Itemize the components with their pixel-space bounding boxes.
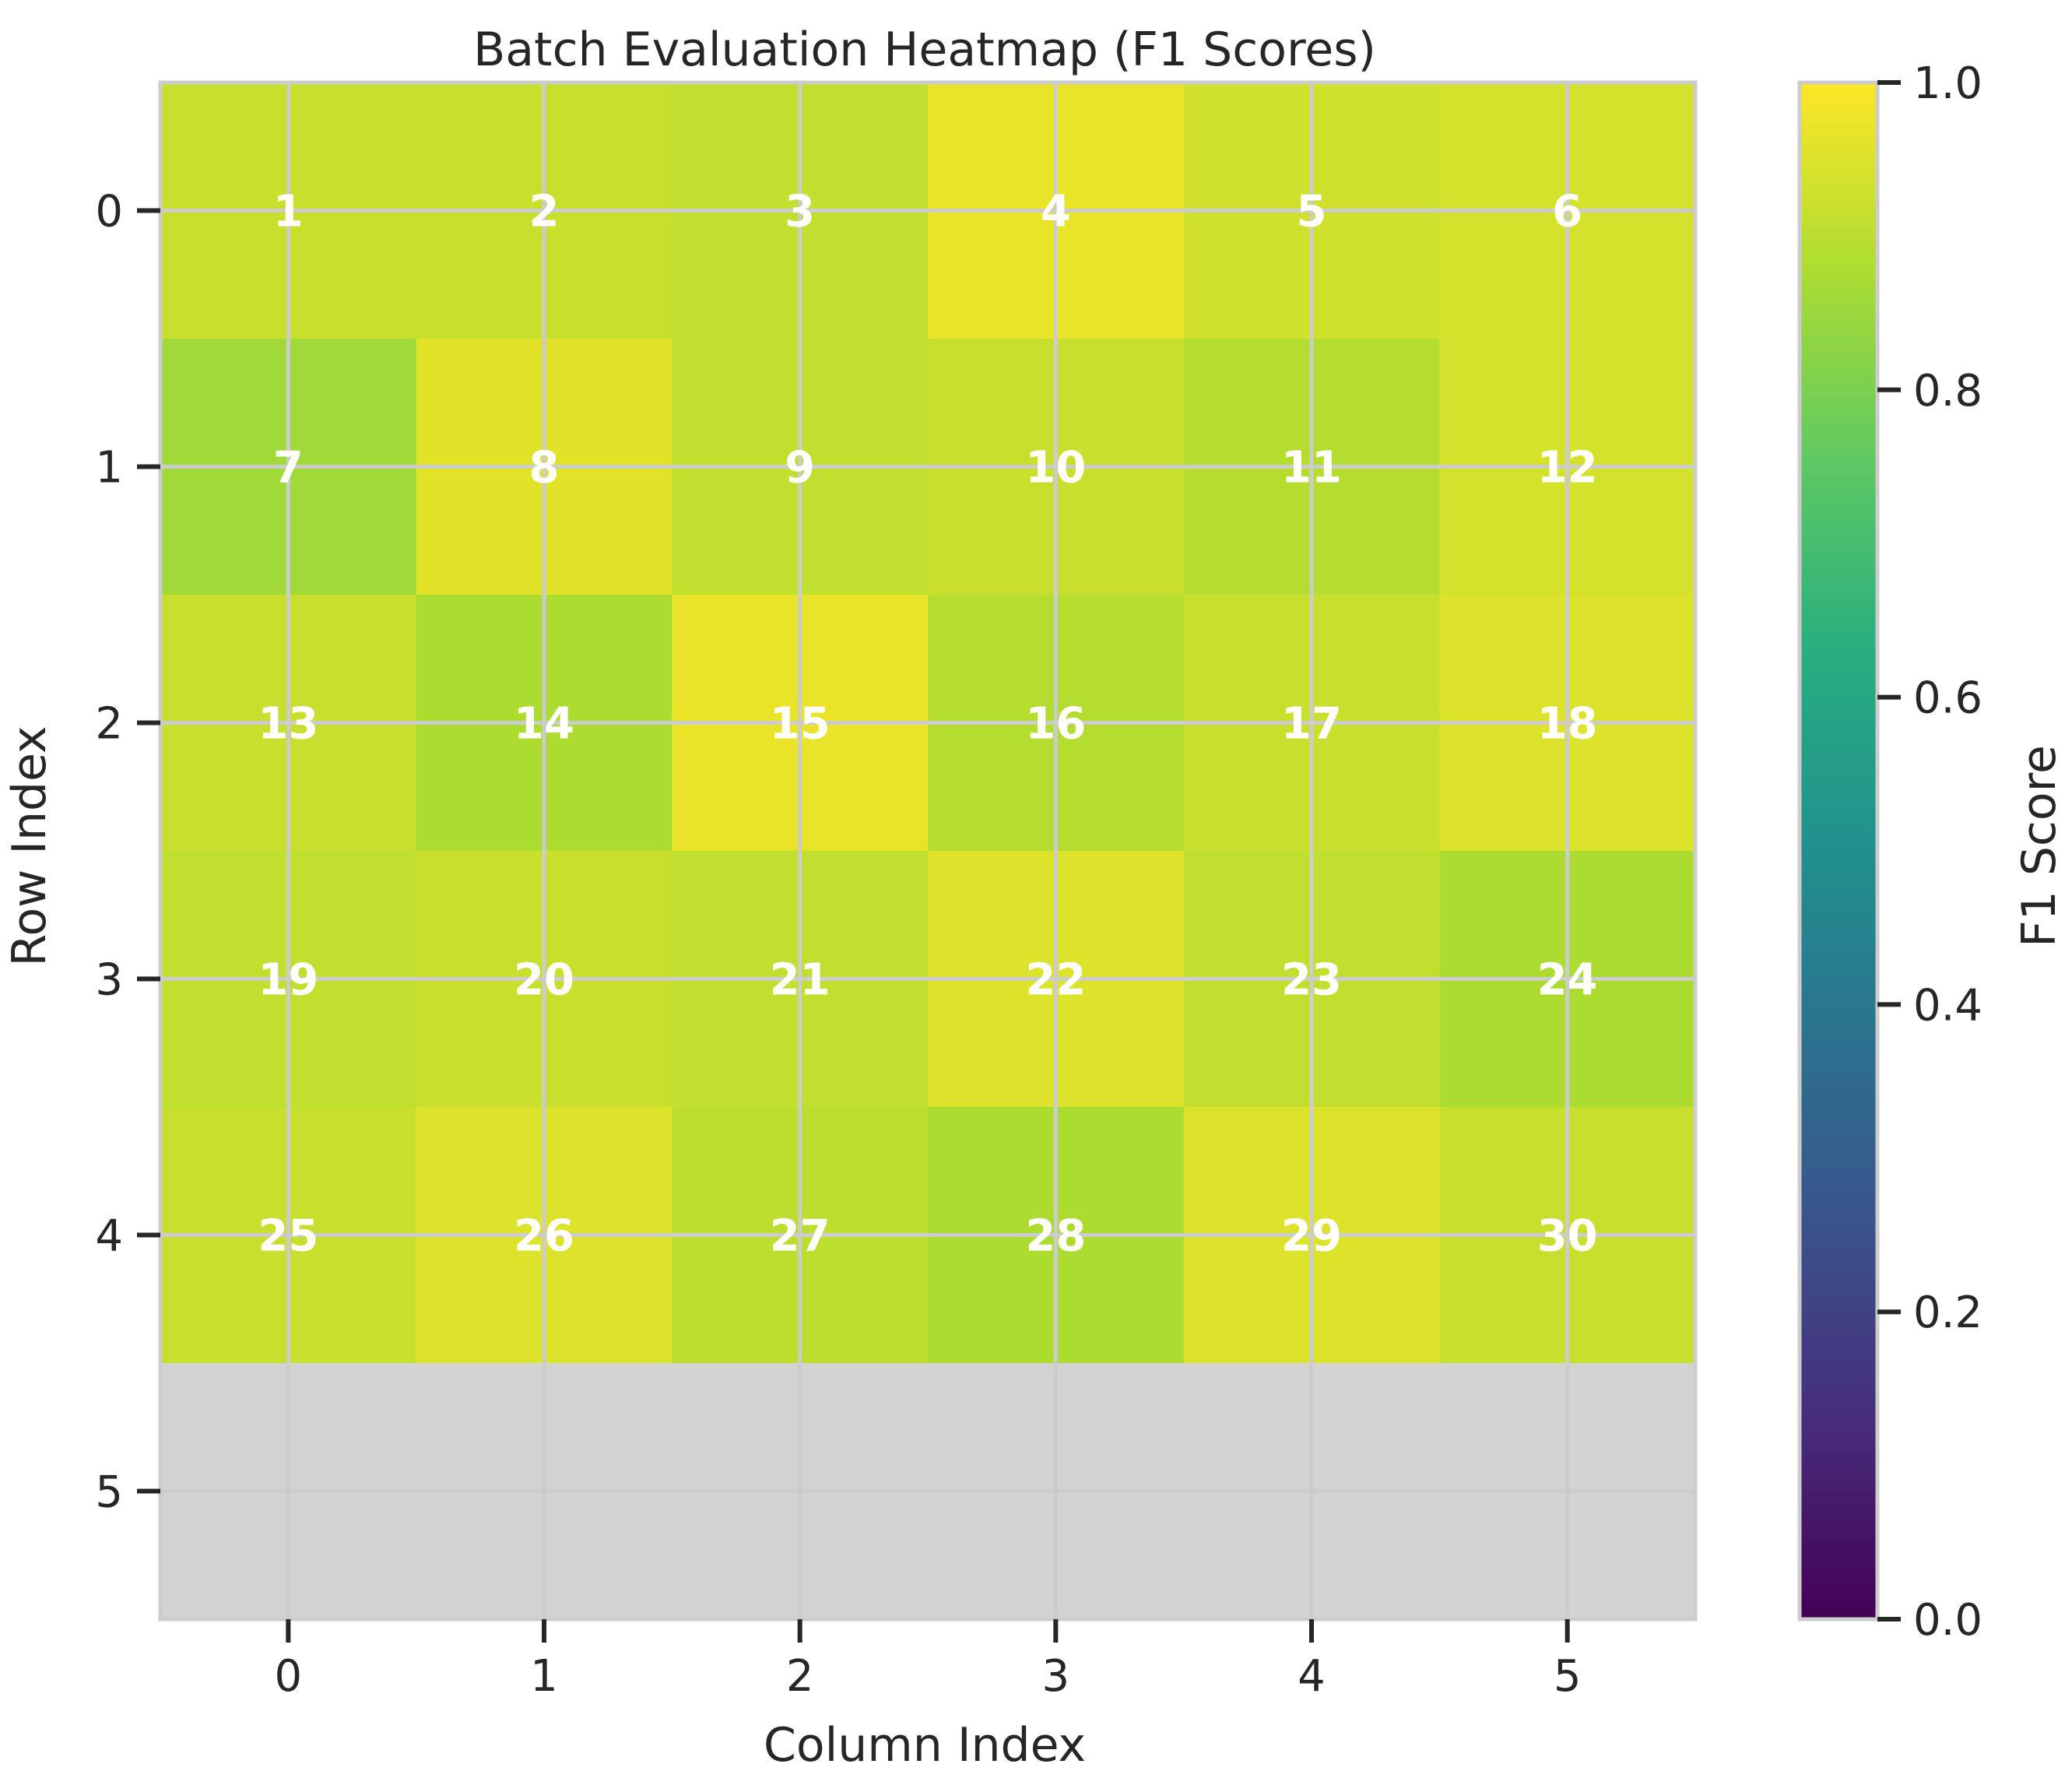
- cell-label: 26: [514, 1211, 574, 1262]
- cell-label: 27: [770, 1211, 831, 1262]
- cell-label: 19: [258, 955, 318, 1006]
- y-tick-label: 3: [95, 955, 123, 1006]
- cell-label: 15: [770, 699, 831, 750]
- colorbar-label: F1 Score: [2012, 745, 2067, 947]
- cell-label: 29: [1281, 1211, 1342, 1262]
- cell-label: 28: [1025, 1211, 1086, 1262]
- y-tick-label: 1: [95, 443, 123, 494]
- y-tick-label: 0: [95, 187, 123, 237]
- y-axis-label: Row Index: [2, 726, 57, 966]
- colorbar-gradient: [1800, 83, 1877, 1619]
- cell-label: 17: [1281, 699, 1342, 750]
- cell-label: 5: [1297, 187, 1327, 237]
- y-axis-ticks: 0 1 2 3 4 5: [95, 187, 160, 1518]
- grid-lines: [160, 83, 1695, 1619]
- cell-label: 8: [529, 443, 560, 494]
- colorbar-tick-label: 1.0: [1913, 58, 1982, 109]
- cell-label: 14: [514, 699, 574, 750]
- cell-label: 18: [1537, 699, 1598, 750]
- cell-label: 12: [1537, 443, 1598, 494]
- cell-label: 10: [1025, 443, 1086, 494]
- x-tick-label: 3: [1042, 1651, 1070, 1702]
- colorbar-tick-label: 0.8: [1913, 366, 1982, 416]
- x-axis-ticks: 0 1 2 3 4 5: [275, 1619, 1582, 1702]
- cell-label: 9: [785, 443, 815, 494]
- plot-frame: [158, 80, 1698, 1622]
- cell-label: 4: [1041, 187, 1071, 237]
- x-tick-label: 1: [530, 1651, 558, 1702]
- colorbar-ticks: 0.0 0.2 0.4 0.6 0.8 1.0: [1877, 58, 1982, 1646]
- cell-label: 30: [1537, 1211, 1598, 1262]
- cell-label: 13: [258, 699, 318, 750]
- y-tick-label: 4: [95, 1211, 123, 1262]
- x-tick-label: 0: [275, 1651, 303, 1702]
- x-tick-label: 2: [786, 1651, 814, 1702]
- cell-label: 2: [529, 187, 560, 237]
- colorbar-tick-label: 0.2: [1913, 1288, 1982, 1338]
- colorbar: 0.0 0.2 0.4 0.6 0.8 1.0 F1 Score: [1797, 58, 2067, 1646]
- chart-title: Batch Evaluation Heatmap (F1 Scores): [473, 23, 1376, 77]
- cell-label: 11: [1281, 443, 1342, 494]
- cell-label: 1: [273, 187, 304, 237]
- colorbar-tick-label: 0.4: [1913, 980, 1982, 1031]
- cell-label: 22: [1025, 955, 1086, 1006]
- cell-label: 23: [1281, 955, 1342, 1006]
- cell-label: 3: [785, 187, 815, 237]
- cell-label: 16: [1025, 699, 1086, 750]
- y-tick-label: 5: [95, 1467, 123, 1518]
- cell-label: 21: [770, 955, 831, 1006]
- cell-label: 6: [1552, 187, 1582, 237]
- x-tick-label: 4: [1298, 1651, 1326, 1702]
- colorbar-tick-label: 0.6: [1913, 673, 1982, 724]
- cell-label: 7: [273, 443, 304, 494]
- colorbar-frame: [1797, 80, 1880, 1622]
- cell-label: 25: [258, 1211, 318, 1262]
- x-axis-label: Column Index: [764, 1718, 1086, 1773]
- cell-label: 24: [1537, 955, 1598, 1006]
- heatmap-cells: [160, 83, 1696, 1620]
- x-tick-label: 5: [1554, 1651, 1582, 1702]
- colorbar-tick-label: 0.0: [1913, 1595, 1982, 1646]
- y-tick-label: 2: [95, 699, 123, 750]
- cell-label: 20: [514, 955, 574, 1006]
